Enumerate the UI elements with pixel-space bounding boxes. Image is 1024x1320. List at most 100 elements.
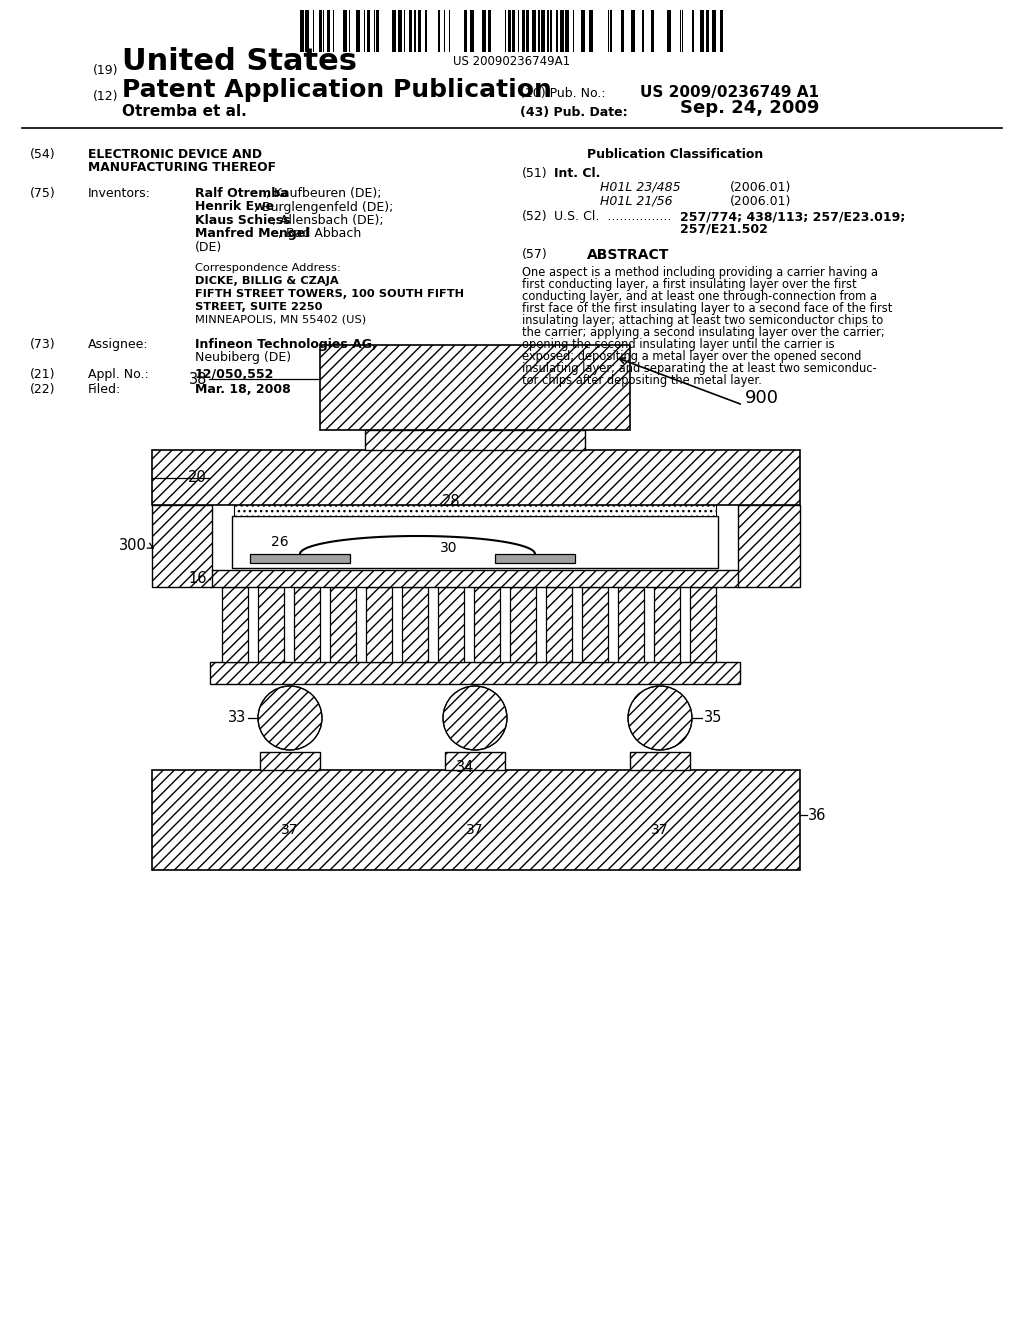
Text: FIFTH STREET TOWERS, 100 SOUTH FIFTH: FIFTH STREET TOWERS, 100 SOUTH FIFTH [195,289,464,300]
Text: (75): (75) [30,187,55,201]
Bar [260,752,319,770]
Bar [438,587,464,663]
Text: MANUFACTURING THEREOF: MANUFACTURING THEREOF [88,161,276,174]
Bar [319,11,322,51]
Bar [234,486,716,516]
Text: first face of the first insulating layer to a second face of the first: first face of the first insulating layer… [522,302,892,315]
Text: Otremba et al.: Otremba et al. [122,104,247,119]
Text: 34: 34 [456,760,474,775]
Bar [232,516,718,568]
Bar [581,11,585,51]
Text: (2006.01): (2006.01) [730,194,792,207]
Text: United States: United States [122,48,357,77]
Text: 28: 28 [441,494,460,508]
Bar [692,11,694,51]
Bar [152,770,800,870]
Bar [532,11,536,51]
Text: Klaus Schiess: Klaus Schiess [195,214,291,227]
Bar [376,11,379,51]
Text: Patent Application Publication: Patent Application Publication [122,78,552,102]
Bar [474,587,500,663]
Text: 35: 35 [705,710,722,726]
Text: 26: 26 [271,535,289,549]
Ellipse shape [258,686,322,750]
Text: 37: 37 [282,822,299,837]
Bar [631,11,635,51]
Text: 900: 900 [745,389,779,407]
Text: 12/050,552: 12/050,552 [195,368,274,381]
Text: (54): (54) [30,148,55,161]
Text: Appl. No.:: Appl. No.: [88,368,148,381]
Text: (12): (12) [92,90,118,103]
Bar [700,11,705,51]
Ellipse shape [443,686,507,750]
Text: insulating layer; and separating the at least two semiconduc-: insulating layer; and separating the at … [522,362,877,375]
Bar [526,11,529,51]
Text: (2006.01): (2006.01) [730,181,792,194]
Text: (DE): (DE) [195,242,222,253]
Bar [470,11,474,51]
Text: , Burglengenfeld (DE);: , Burglengenfeld (DE); [254,201,393,214]
Text: STREET, SUITE 2250: STREET, SUITE 2250 [195,302,323,312]
Bar [392,11,396,51]
Text: , Allensbach (DE);: , Allensbach (DE); [271,214,383,227]
Text: (22): (22) [30,383,55,396]
Text: Correspondence Address:: Correspondence Address: [195,263,341,273]
Bar [464,11,467,51]
Text: , Bad Abbach: , Bad Abbach [278,227,360,240]
Bar [738,506,800,587]
Text: (43) Pub. Date:: (43) Pub. Date: [520,106,628,119]
Bar [438,11,440,51]
Text: (19): (19) [92,63,118,77]
Text: 300: 300 [119,539,147,553]
Bar [402,587,428,663]
Text: ABSTRACT: ABSTRACT [587,248,670,261]
Bar [425,11,427,51]
Bar [547,11,549,51]
Text: Neubiberg (DE): Neubiberg (DE) [195,351,291,364]
Bar [488,11,490,51]
Bar [258,587,284,663]
Text: U.S. Cl.  ................: U.S. Cl. ................ [554,210,672,223]
Text: 33: 33 [227,710,246,726]
Bar [210,570,740,587]
Text: conducting layer, and at least one through-connection from a: conducting layer, and at least one throu… [522,290,877,304]
Ellipse shape [628,686,692,750]
Text: Assignee:: Assignee: [88,338,148,351]
Bar [621,11,624,51]
Text: (10) Pub. No.:: (10) Pub. No.: [520,87,605,100]
Bar [720,11,723,51]
Bar [546,587,572,663]
Text: (57): (57) [522,248,548,261]
Bar [565,11,569,51]
Bar [294,587,319,663]
Bar [327,11,330,51]
Text: Manfred Mengel: Manfred Mengel [195,227,309,240]
Bar [510,587,536,663]
Text: One aspect is a method including providing a carrier having a: One aspect is a method including providi… [522,267,878,279]
Bar [366,587,392,663]
Text: opening the second insulating layer until the carrier is: opening the second insulating layer unti… [522,338,835,351]
Text: Publication Classification: Publication Classification [587,148,763,161]
Bar [250,554,350,564]
Text: DICKE, BILLIG & CZAJA: DICKE, BILLIG & CZAJA [195,276,339,286]
Text: 20: 20 [188,470,207,484]
Text: , Kaufbeuren (DE);: , Kaufbeuren (DE); [266,187,381,201]
Text: 257/E21.502: 257/E21.502 [680,223,768,236]
Text: 30: 30 [439,541,457,554]
Bar [418,11,421,51]
Text: Inventors:: Inventors: [88,187,151,201]
Text: 37: 37 [466,822,483,837]
Text: H01L 21/56: H01L 21/56 [600,194,673,207]
Text: 38: 38 [188,371,207,387]
Bar [560,11,564,51]
Text: (51): (51) [522,168,548,180]
Bar [210,663,740,684]
Bar [330,587,356,663]
Bar [398,11,402,51]
Text: 16: 16 [188,572,207,586]
Bar [445,752,505,770]
Text: first conducting layer, a first insulating layer over the first: first conducting layer, a first insulati… [522,279,857,290]
Text: 257/774; 438/113; 257/E23.019;: 257/774; 438/113; 257/E23.019; [680,210,905,223]
Text: the carrier; applying a second insulating layer over the carrier;: the carrier; applying a second insulatin… [522,326,885,339]
